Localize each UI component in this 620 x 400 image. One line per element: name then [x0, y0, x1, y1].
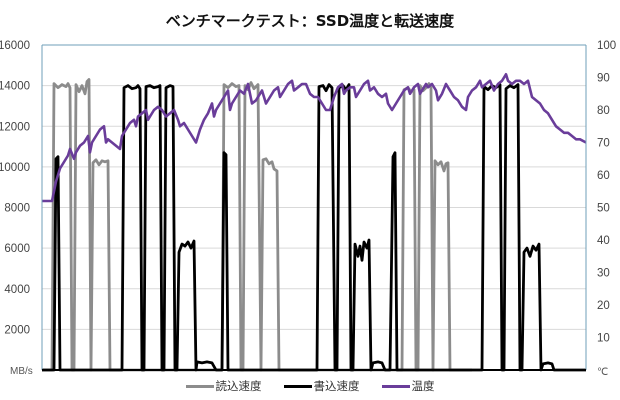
- y-left-tick-label: 14000: [0, 81, 30, 93]
- y-left-tick-label: 12000: [0, 121, 30, 133]
- y-right-tick-label: 60: [597, 170, 610, 182]
- legend-swatch-write: [283, 384, 312, 388]
- y-left-tick-label: 16000: [0, 40, 30, 52]
- legend-swatch-read: [185, 384, 214, 388]
- y-left-tick-label: 2000: [4, 324, 30, 336]
- series-lines: [42, 73, 587, 372]
- chart-title: ベンチマークテスト：SSD温度と転送速度: [165, 12, 455, 30]
- y-left-tick-label: 4000: [4, 284, 30, 296]
- y-axis-left-ticks: 2000 4000 6000 8000 10000 12000 14000 16000: [0, 40, 30, 336]
- y-right-tick-label: 40: [597, 235, 610, 247]
- y-right-tick-label: 30: [597, 268, 610, 280]
- legend-item-write-speed: 書込速度: [283, 378, 360, 394]
- y-right-tick-label: 70: [597, 138, 610, 150]
- y-right-tick-label: 10: [597, 333, 610, 345]
- legend-label-read: 読込速度: [215, 379, 262, 393]
- y-right-tick-label: 100: [597, 40, 616, 52]
- series-line-温度: [42, 73, 587, 203]
- y-left-tick-label: 8000: [4, 203, 30, 215]
- series-line-書込速度: [42, 83, 586, 372]
- axes: [41, 44, 587, 371]
- y-axis-right-unit: ℃: [597, 367, 608, 378]
- y-left-tick-label: 6000: [4, 243, 30, 255]
- y-right-tick-label: 90: [597, 73, 610, 85]
- legend-swatch-temp: [381, 384, 410, 388]
- y-right-tick-label: 80: [597, 105, 610, 117]
- y-axis-left-unit: MB/s: [10, 366, 33, 377]
- y-axis-right-ticks: 10 20 30 40 50 60 70 80 90 100: [597, 40, 616, 345]
- legend-label-write: 書込速度: [313, 379, 360, 393]
- legend-label-temp: 温度: [411, 379, 435, 393]
- legend: 読込速度 書込速度 温度: [0, 378, 620, 394]
- y-right-tick-label: 50: [597, 203, 610, 215]
- series-line-読込速度: [42, 78, 472, 372]
- legend-item-temperature: 温度: [381, 378, 435, 394]
- y-left-tick-label: 10000: [0, 162, 30, 174]
- y-right-tick-label: 20: [597, 300, 610, 312]
- legend-item-read-speed: 読込速度: [185, 378, 262, 394]
